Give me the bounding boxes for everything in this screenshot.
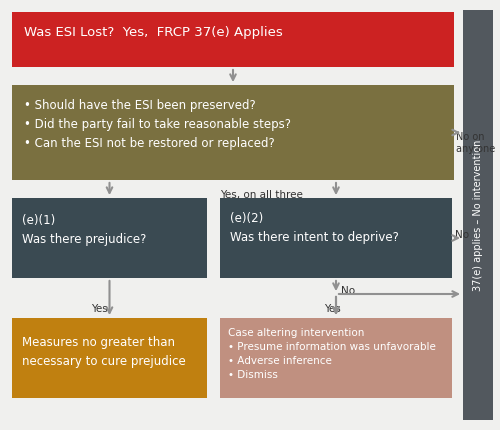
Bar <box>12 198 207 278</box>
Bar <box>12 318 207 398</box>
Text: No: No <box>455 230 469 240</box>
Bar <box>220 318 452 398</box>
Bar <box>463 10 493 420</box>
Text: Yes, on all three: Yes, on all three <box>220 190 303 200</box>
Text: Was ESI Lost?  Yes,  FRCP 37(e) Applies: Was ESI Lost? Yes, FRCP 37(e) Applies <box>24 26 283 39</box>
Bar <box>220 198 452 278</box>
Bar <box>12 12 454 67</box>
Text: Yes: Yes <box>324 304 341 314</box>
Text: No: No <box>341 286 355 296</box>
Bar <box>12 85 454 180</box>
Text: Yes: Yes <box>92 304 108 314</box>
Text: • Should have the ESI been preserved?
• Did the party fail to take reasonable st: • Should have the ESI been preserved? • … <box>24 99 291 150</box>
Text: 37(e) applies – No intervention: 37(e) applies – No intervention <box>473 139 483 291</box>
Text: Case altering intervention
• Presume information was unfavorable
• Adverse infer: Case altering intervention • Presume inf… <box>228 328 436 380</box>
Text: No on
any one: No on any one <box>456 132 495 154</box>
Text: Measures no greater than
necessary to cure prejudice: Measures no greater than necessary to cu… <box>22 336 186 368</box>
Text: (e)(1)
Was there prejudice?: (e)(1) Was there prejudice? <box>22 214 146 246</box>
Text: (e)(2)
Was there intent to deprive?: (e)(2) Was there intent to deprive? <box>230 212 399 244</box>
